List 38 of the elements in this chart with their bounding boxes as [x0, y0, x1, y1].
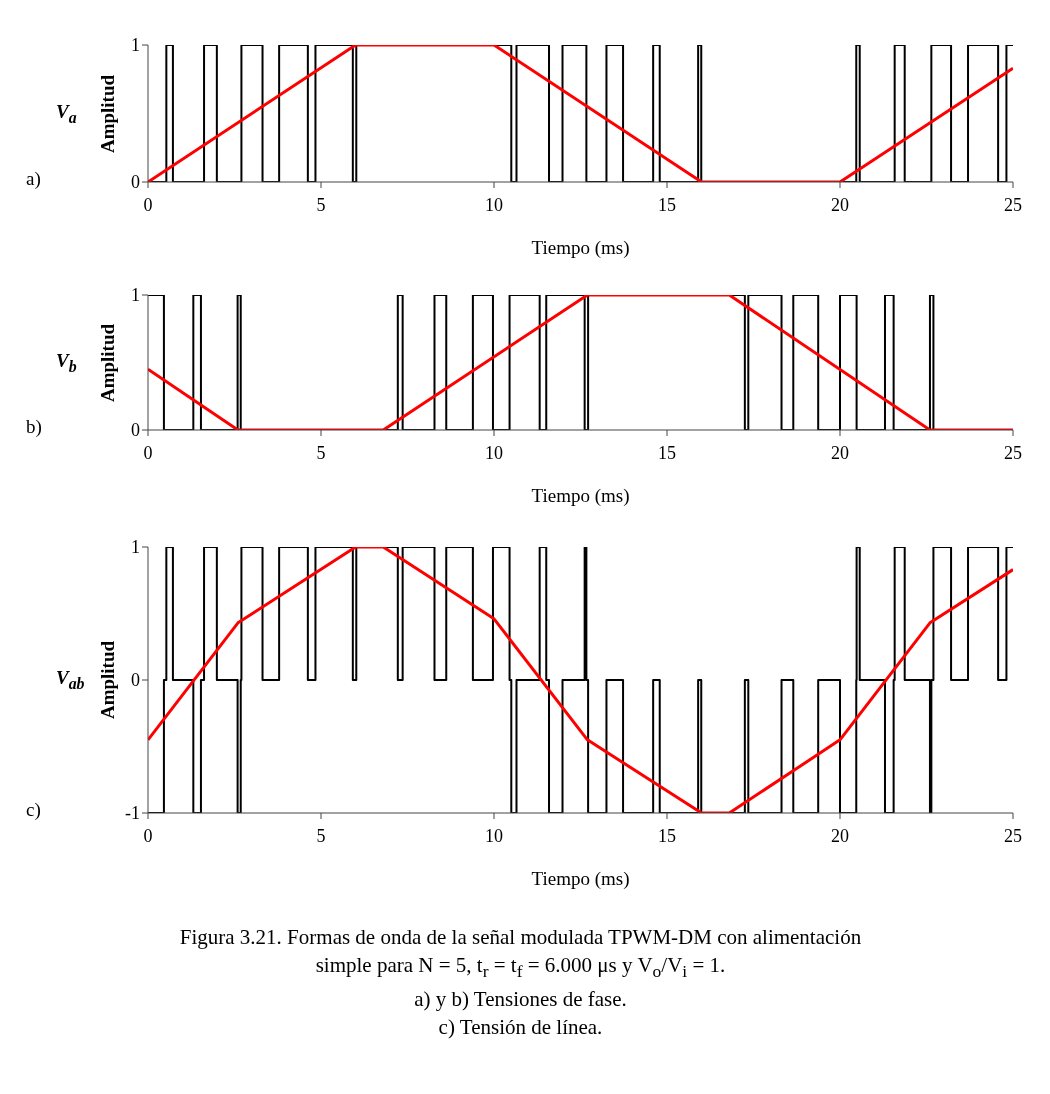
y-axis-title: Amplitud [97, 74, 119, 153]
y-tick-label: 0 [131, 420, 140, 441]
y-tick-label: 0 [131, 670, 140, 691]
y-axis-title: Amplitud [97, 640, 119, 720]
y-tick-label: 0 [131, 172, 140, 193]
text: Figura 3.21. Formas de onda de la señal modulada TPWM-DM con alimentación [178, 924, 863, 951]
text: V$_{b}$ [56, 349, 77, 376]
x-tick-label: 20 [831, 442, 849, 463]
x-tick-label: 25 [1004, 442, 1022, 463]
x-tick-label: 10 [485, 194, 503, 215]
x-tick-label: 10 [485, 825, 503, 846]
y-tick-label: 1 [131, 285, 140, 306]
y-axis-title: Amplitud [97, 323, 119, 402]
x-tick-label: 15 [658, 442, 676, 463]
text: a) y b) Tensiones de fase. [413, 986, 628, 1014]
y-tick-label: -1 [125, 803, 140, 824]
x-tick-label: 25 [1004, 825, 1022, 846]
x-axis-title: Tiempo (ms) [531, 868, 630, 890]
x-tick-label: 15 [658, 825, 676, 846]
x-axis-title: Tiempo (ms) [531, 237, 630, 259]
x-axis-title: Tiempo (ms) [531, 485, 630, 507]
text: c) Tensión de línea. [437, 1014, 604, 1042]
text: simple para N = 5, t$_{r}$ = t$_{f}$ = 6.000 μs y V$_{o}$/V$_{i}$ = 1. [315, 953, 726, 982]
y-tick-label: 1 [131, 35, 140, 56]
text: b) [26, 416, 42, 438]
x-tick-label: 15 [658, 194, 676, 215]
text: V$_{ab}$ [56, 667, 85, 693]
x-tick-label: 20 [831, 194, 849, 215]
x-tick-label: 5 [316, 194, 326, 215]
x-tick-label: 5 [316, 442, 326, 463]
text: a) [26, 168, 41, 190]
x-tick-label: 20 [831, 825, 849, 846]
y-tick-label: 1 [131, 537, 140, 558]
text: V$_{a}$ [56, 100, 77, 127]
x-tick-label: 10 [485, 442, 503, 463]
x-tick-label: 25 [1004, 194, 1022, 215]
text: c) [26, 799, 41, 821]
x-tick-label: 5 [316, 825, 326, 846]
